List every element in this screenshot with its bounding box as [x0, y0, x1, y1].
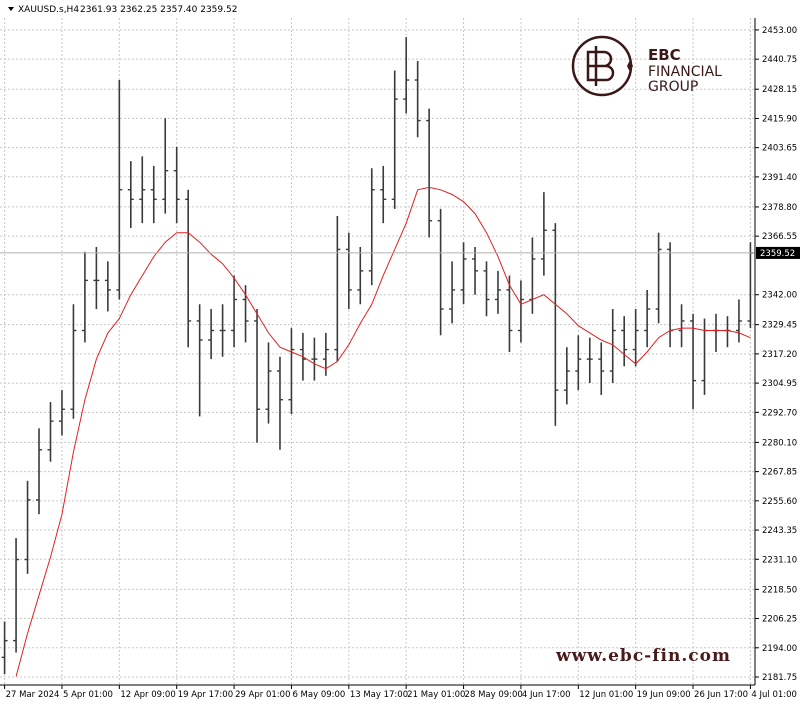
y-tick-label: 2206.25 [762, 615, 797, 625]
y-tick-label: 2317.20 [762, 350, 797, 360]
y-tick-label: 2292.70 [762, 408, 797, 418]
logo-line1: EBC [648, 46, 681, 64]
x-tick-label: 21 May 01:00 [407, 690, 465, 700]
x-tick-label: 29 Apr 01:00 [235, 690, 290, 700]
last-price-box [756, 246, 800, 259]
watermark: www.ebc-fin.com [555, 646, 731, 666]
y-tick-label: 2181.75 [762, 673, 797, 683]
menu-arrow[interactable] [8, 7, 14, 11]
x-tick-label: 27 Mar 2024 [6, 690, 60, 700]
x-tick-label: 4 Jun 17:00 [522, 690, 571, 700]
moving-average [15, 186, 751, 677]
y-tick-label: 2255.60 [762, 497, 797, 507]
x-tick-label: 19 Apr 17:00 [178, 690, 233, 700]
y-tick-label: 2391.40 [762, 173, 797, 183]
x-tick-label: 26 Jun 17:00 [694, 690, 748, 700]
x-tick-label: 13 May 17:00 [350, 690, 408, 700]
marks [0, 37, 755, 677]
x-tick-label: 6 May 09:00 [292, 690, 345, 700]
logo-line2: FINANCIAL [648, 64, 722, 80]
y-tick-label: 2440.75 [762, 55, 797, 65]
x-tick-label: 5 Apr 01:00 [63, 690, 113, 700]
x-tick-label: 19 Jun 09:00 [637, 690, 691, 700]
x-tick-label: 12 Apr 09:00 [120, 690, 175, 700]
y-tick-label: 2280.10 [762, 438, 797, 448]
y-tick-label: 2329.45 [762, 321, 797, 331]
y-tick-label: 2243.35 [762, 526, 797, 536]
logo-line3: GROUP [648, 79, 698, 95]
y-tick-label: 2267.85 [762, 468, 797, 478]
y-tick-label: 2378.80 [762, 203, 797, 213]
y-tick-label: 2231.10 [762, 555, 797, 565]
y-tick-label: 2453.00 [762, 26, 797, 36]
x-tick-label: 4 Jul 01:00 [751, 690, 797, 700]
x-tick-label: 12 Jun 01:00 [579, 690, 633, 700]
logo-star [627, 60, 633, 72]
y-tick-label: 2194.00 [762, 644, 797, 654]
grid [0, 18, 755, 685]
y-tick-label: 2304.95 [762, 379, 797, 389]
y-tick-label: 2428.15 [762, 85, 797, 95]
y-tick-label: 2415.90 [762, 114, 797, 124]
y-tick-label: 2218.50 [762, 585, 797, 595]
y-tick-label: 2403.65 [762, 144, 797, 154]
logo-glyph [586, 46, 615, 86]
y-tick-label: 2342.00 [762, 291, 797, 301]
symbol: XAUUSD.s,H4 [18, 5, 79, 15]
last-price-label: 2359.52 [760, 249, 795, 259]
logo: EBC FINANCIAL GROUP [571, 35, 722, 97]
y-tick-label: 2366.55 [762, 232, 797, 242]
quote: 2361.93 2362.25 2357.40 2359.52 [80, 5, 237, 15]
x-tick-label: 28 May 09:00 [465, 690, 523, 700]
